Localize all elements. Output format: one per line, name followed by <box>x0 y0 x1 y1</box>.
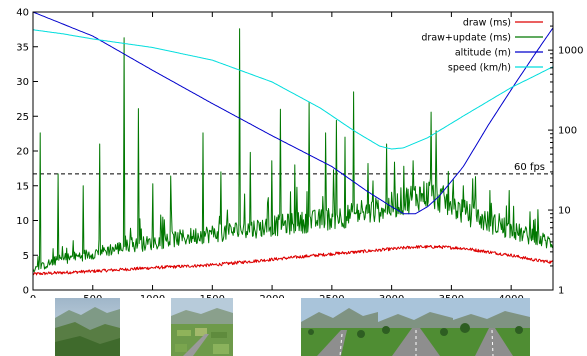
y2-tick-label: 10 <box>558 206 571 217</box>
x-tick-label: 1500 <box>200 294 225 298</box>
y-tick-label: 40 <box>16 8 29 19</box>
y-tick-label: 5 <box>23 251 29 262</box>
x-tick-label: 4000 <box>498 294 523 298</box>
thumbnail-image <box>453 298 530 356</box>
thumbnail-farmland-runway <box>171 298 233 356</box>
thumbnail-runway-approach <box>301 298 378 356</box>
thumbnail-runway-ground <box>453 298 530 356</box>
y-tick-label: 35 <box>16 42 29 53</box>
legend-label-3: speed (km/h) <box>448 63 511 74</box>
y-tick-label: 20 <box>16 147 29 158</box>
legend-label-2: altitude (m) <box>455 48 511 59</box>
x-tick-label: 0 <box>30 294 36 298</box>
y2-tick-label: 1000 <box>558 46 583 57</box>
series-line-2 <box>32 11 554 215</box>
y2-tick-label: 1 <box>558 286 564 297</box>
series-line-0 <box>32 245 554 276</box>
y-tick-label: 15 <box>16 181 29 192</box>
y-tick-label: 30 <box>16 77 29 88</box>
x-tick-label: 500 <box>83 294 102 298</box>
axes: 0 500 1000 1500 2000 2500 3000 3500 4000 0 5 10 15 20… <box>16 8 583 299</box>
legend-label-1: draw+update (ms) <box>421 33 511 44</box>
y-tick-label: 25 <box>16 112 29 123</box>
y-tick-label: 0 <box>23 286 29 297</box>
x-tick-label: 2000 <box>259 294 284 298</box>
plot-area: 60 fps <box>32 11 554 276</box>
thumbnail-image <box>378 298 453 356</box>
x-tick-label: 2500 <box>319 294 344 298</box>
y2-tick-label: 100 <box>558 126 577 137</box>
thumbnail-image <box>55 298 120 356</box>
reference-line-label: 60 fps <box>514 162 545 173</box>
thumbnail-image <box>301 298 378 356</box>
y-tick-label: 10 <box>16 216 29 227</box>
series-line-1 <box>32 28 554 272</box>
thumbnail-mountain-valley <box>55 298 120 356</box>
series-line-3 <box>32 29 554 150</box>
x-tick-label: 3000 <box>379 294 404 298</box>
thumbnail-runway-centerline <box>378 298 453 356</box>
thumbnail-image <box>171 298 233 356</box>
x-tick-label: 1000 <box>140 294 165 298</box>
chart: 60 fps 050010001500200025003000350040000… <box>16 8 583 299</box>
legend-label-0: draw (ms) <box>463 18 511 29</box>
x-tick-label: 3500 <box>439 294 464 298</box>
legend: draw (ms) draw+update (ms) altitude (m) spe… <box>421 18 543 74</box>
